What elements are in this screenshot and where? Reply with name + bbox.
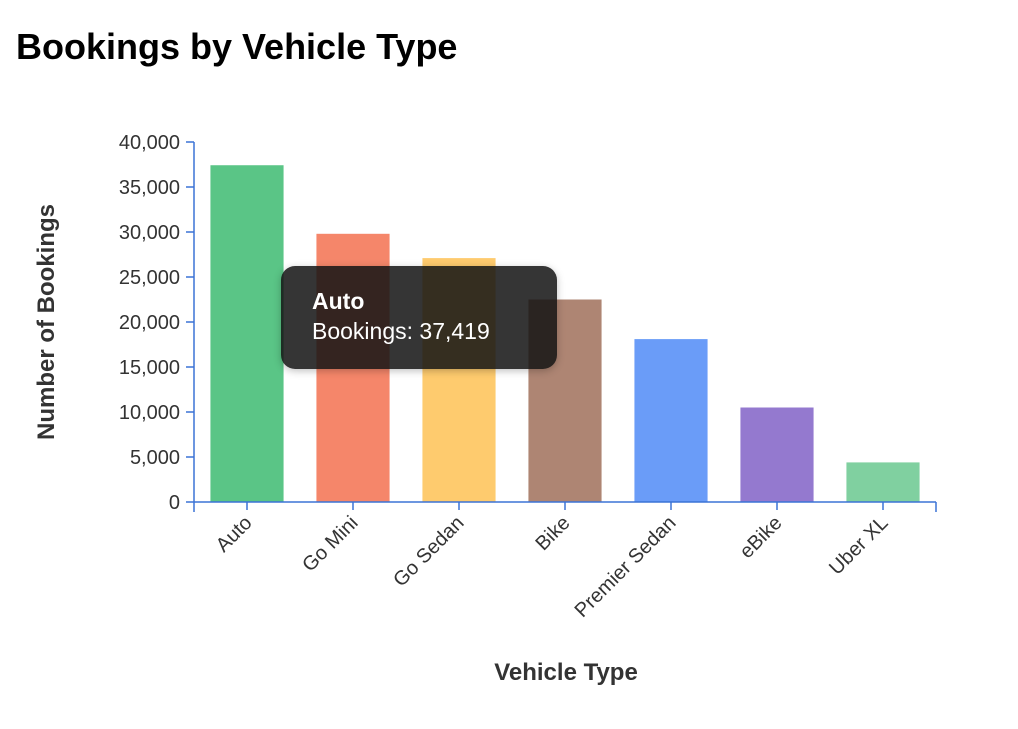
x-axis-title: Vehicle Type xyxy=(494,659,638,686)
y-tick-label: 5,000 xyxy=(130,447,180,469)
x-tick-label: Auto xyxy=(212,512,257,557)
y-tick-label: 30,000 xyxy=(119,222,180,244)
x-tick-label: Uber XL xyxy=(825,512,892,579)
x-tick-label: eBike xyxy=(736,512,787,563)
bar-premier-sedan[interactable] xyxy=(634,339,708,502)
bar-auto[interactable] xyxy=(210,165,284,502)
tooltip-body: Bookings: 37,419 xyxy=(312,318,490,344)
y-tick-label: 20,000 xyxy=(119,312,180,334)
x-tick-label: Bike xyxy=(531,512,574,555)
chart-title: Bookings by Vehicle Type xyxy=(16,26,458,67)
bar-ebike[interactable] xyxy=(740,407,814,503)
tooltip-title: Auto xyxy=(312,288,365,314)
x-tick-label: Premier Sedan xyxy=(571,512,681,622)
bar-tooltip: Auto Bookings: 37,419 xyxy=(281,266,557,369)
x-tick-label: Go Mini xyxy=(298,512,362,576)
y-tick-label: 40,000 xyxy=(119,132,180,154)
y-tick-label: 0 xyxy=(169,492,180,514)
x-tick-label: Go Sedan xyxy=(389,512,468,591)
y-tick-label: 15,000 xyxy=(119,357,180,379)
y-tick-label: 10,000 xyxy=(119,402,180,424)
bar-uber-xl[interactable] xyxy=(846,462,920,502)
y-tick-label: 35,000 xyxy=(119,177,180,199)
y-axis-title: Number of Bookings xyxy=(33,204,60,440)
y-tick-label: 25,000 xyxy=(119,267,180,289)
